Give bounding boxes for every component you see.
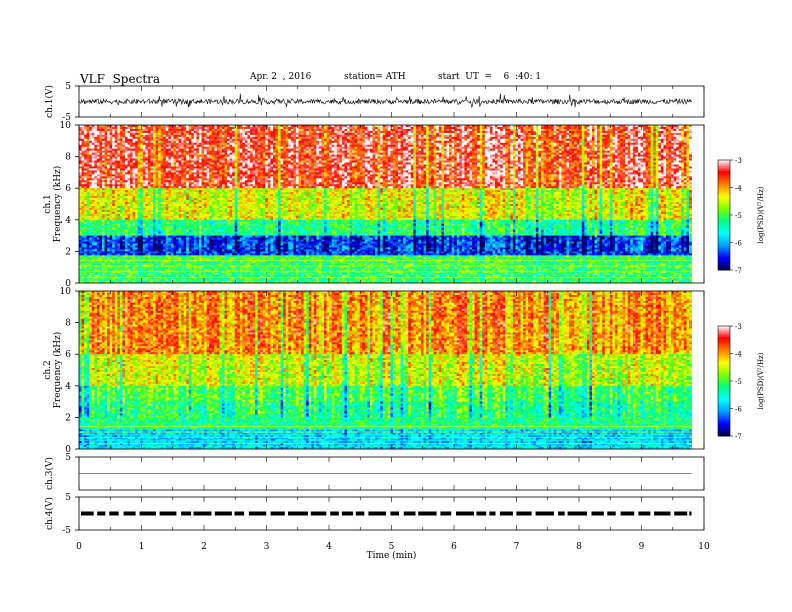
y-axis-label: Frequency (kHz): [52, 332, 63, 409]
ch4-trace-segment: [194, 512, 212, 516]
ch4-trace-segment: [440, 512, 451, 516]
ch4-trace-segment: [558, 512, 565, 516]
ch4v-trace: [81, 512, 692, 516]
ch4-trace-segment: [342, 512, 353, 516]
ch4-trace-segment: [249, 512, 266, 516]
y-axis-label: ch.1(V): [44, 85, 55, 118]
y-tick-label: -5: [62, 526, 71, 536]
y-tick-label: 10: [60, 287, 72, 297]
ch4-trace-segment: [81, 512, 94, 516]
ch4-trace-segment: [456, 512, 474, 516]
ch4-trace-segment: [592, 512, 604, 516]
colorbar-tick-label: -5: [735, 378, 742, 386]
y-axis-label: ch.4(V): [44, 497, 55, 530]
ch4-trace-segment: [124, 512, 136, 516]
ch4-trace-segment: [689, 512, 691, 516]
ch.2-colorbar: [718, 326, 733, 436]
colorbar-tick-label: -7: [735, 433, 742, 441]
y-tick-label: 5: [65, 493, 71, 503]
y-tick-label: 8: [65, 153, 71, 163]
ch4-trace-segment: [215, 512, 232, 516]
ch4-trace-segment: [181, 512, 191, 516]
colorbar-tick-label: -3: [735, 157, 742, 165]
ch4-trace-segment: [476, 512, 486, 516]
ch.2-spectrogram: [79, 291, 692, 449]
x-tick-label: 7: [514, 542, 520, 552]
ch4-trace-segment: [311, 512, 327, 516]
ch4-trace-segment: [516, 512, 531, 516]
y-tick-label: 4: [65, 216, 71, 226]
x-tick-label: 10: [698, 542, 710, 552]
colorbar-label: log(PSD)(V²/Hz): [757, 186, 765, 243]
y-axis-label: ch.3(V): [44, 457, 55, 490]
ch4-trace-segment: [674, 512, 687, 516]
ch4-trace-segment: [368, 512, 386, 516]
ch4-trace-segment: [140, 512, 156, 516]
ch4-trace-segment: [500, 512, 513, 516]
x-tick-label: 6: [451, 542, 457, 552]
y-tick-label: 2: [65, 247, 71, 257]
ch4-trace-segment: [97, 512, 105, 516]
ch4-trace-segment: [330, 512, 339, 516]
colorbar-tick-label: -6: [735, 240, 742, 248]
y-tick-label: 5: [65, 453, 71, 463]
ch4-trace-segment: [489, 512, 495, 516]
ch.1-spectrogram: [79, 125, 692, 283]
colorbar-tick-label: -7: [735, 267, 742, 275]
ch4-trace-segment: [621, 512, 635, 516]
y-tick-label: 10: [60, 121, 72, 131]
colorbar-tick-label: -6: [735, 406, 742, 414]
colorbar-label: log(PSD)(V²/Hz): [757, 352, 765, 409]
y-tick-label: 8: [65, 319, 71, 329]
x-axis-label: Time (min): [367, 550, 417, 561]
y-tick-label: 5: [65, 82, 71, 92]
y-tick-label: 2: [65, 413, 71, 423]
ch4-trace-segment: [288, 512, 308, 516]
ch4-trace-segment: [568, 512, 587, 516]
ch4-trace-segment: [390, 512, 399, 516]
y-tick-label: 6: [65, 184, 71, 194]
ch4-trace-segment: [404, 512, 416, 516]
y-tick-label: 6: [65, 350, 71, 360]
x-tick-label: 3: [264, 542, 270, 552]
ch4-trace-segment: [654, 512, 671, 516]
x-tick-label: 0: [76, 542, 82, 552]
ch.1-colorbar: [718, 160, 733, 270]
ch4-trace-segment: [109, 512, 118, 516]
x-tick-label: 9: [639, 542, 645, 552]
colorbar-tick-label: -5: [735, 212, 742, 220]
channel-label: ch.2: [43, 360, 53, 379]
x-tick-label: 8: [576, 542, 582, 552]
x-tick-label: 4: [326, 542, 332, 552]
ch1v-trace: [79, 94, 692, 108]
ch4-trace-segment: [271, 512, 285, 516]
colorbar-tick-label: -4: [735, 351, 742, 359]
ch4-trace-segment: [235, 512, 245, 516]
ch4-trace-segment: [160, 512, 177, 516]
ch4-trace-segment: [607, 512, 615, 516]
ch4-trace-segment: [356, 512, 365, 516]
channel-label: ch.1: [43, 194, 53, 213]
ch4-trace-segment: [418, 512, 436, 516]
y-axis-label: Frequency (kHz): [52, 166, 63, 243]
y-tick-label: 4: [65, 382, 71, 392]
colorbar-tick-label: -3: [735, 323, 742, 331]
x-tick-label: 1: [139, 542, 145, 552]
colorbar-tick-label: -4: [735, 185, 742, 193]
ch1-voltage-line: [79, 94, 692, 108]
x-tick-label: 2: [201, 542, 207, 552]
ch4-trace-segment: [638, 512, 650, 516]
ch4-trace-segment: [536, 512, 554, 516]
